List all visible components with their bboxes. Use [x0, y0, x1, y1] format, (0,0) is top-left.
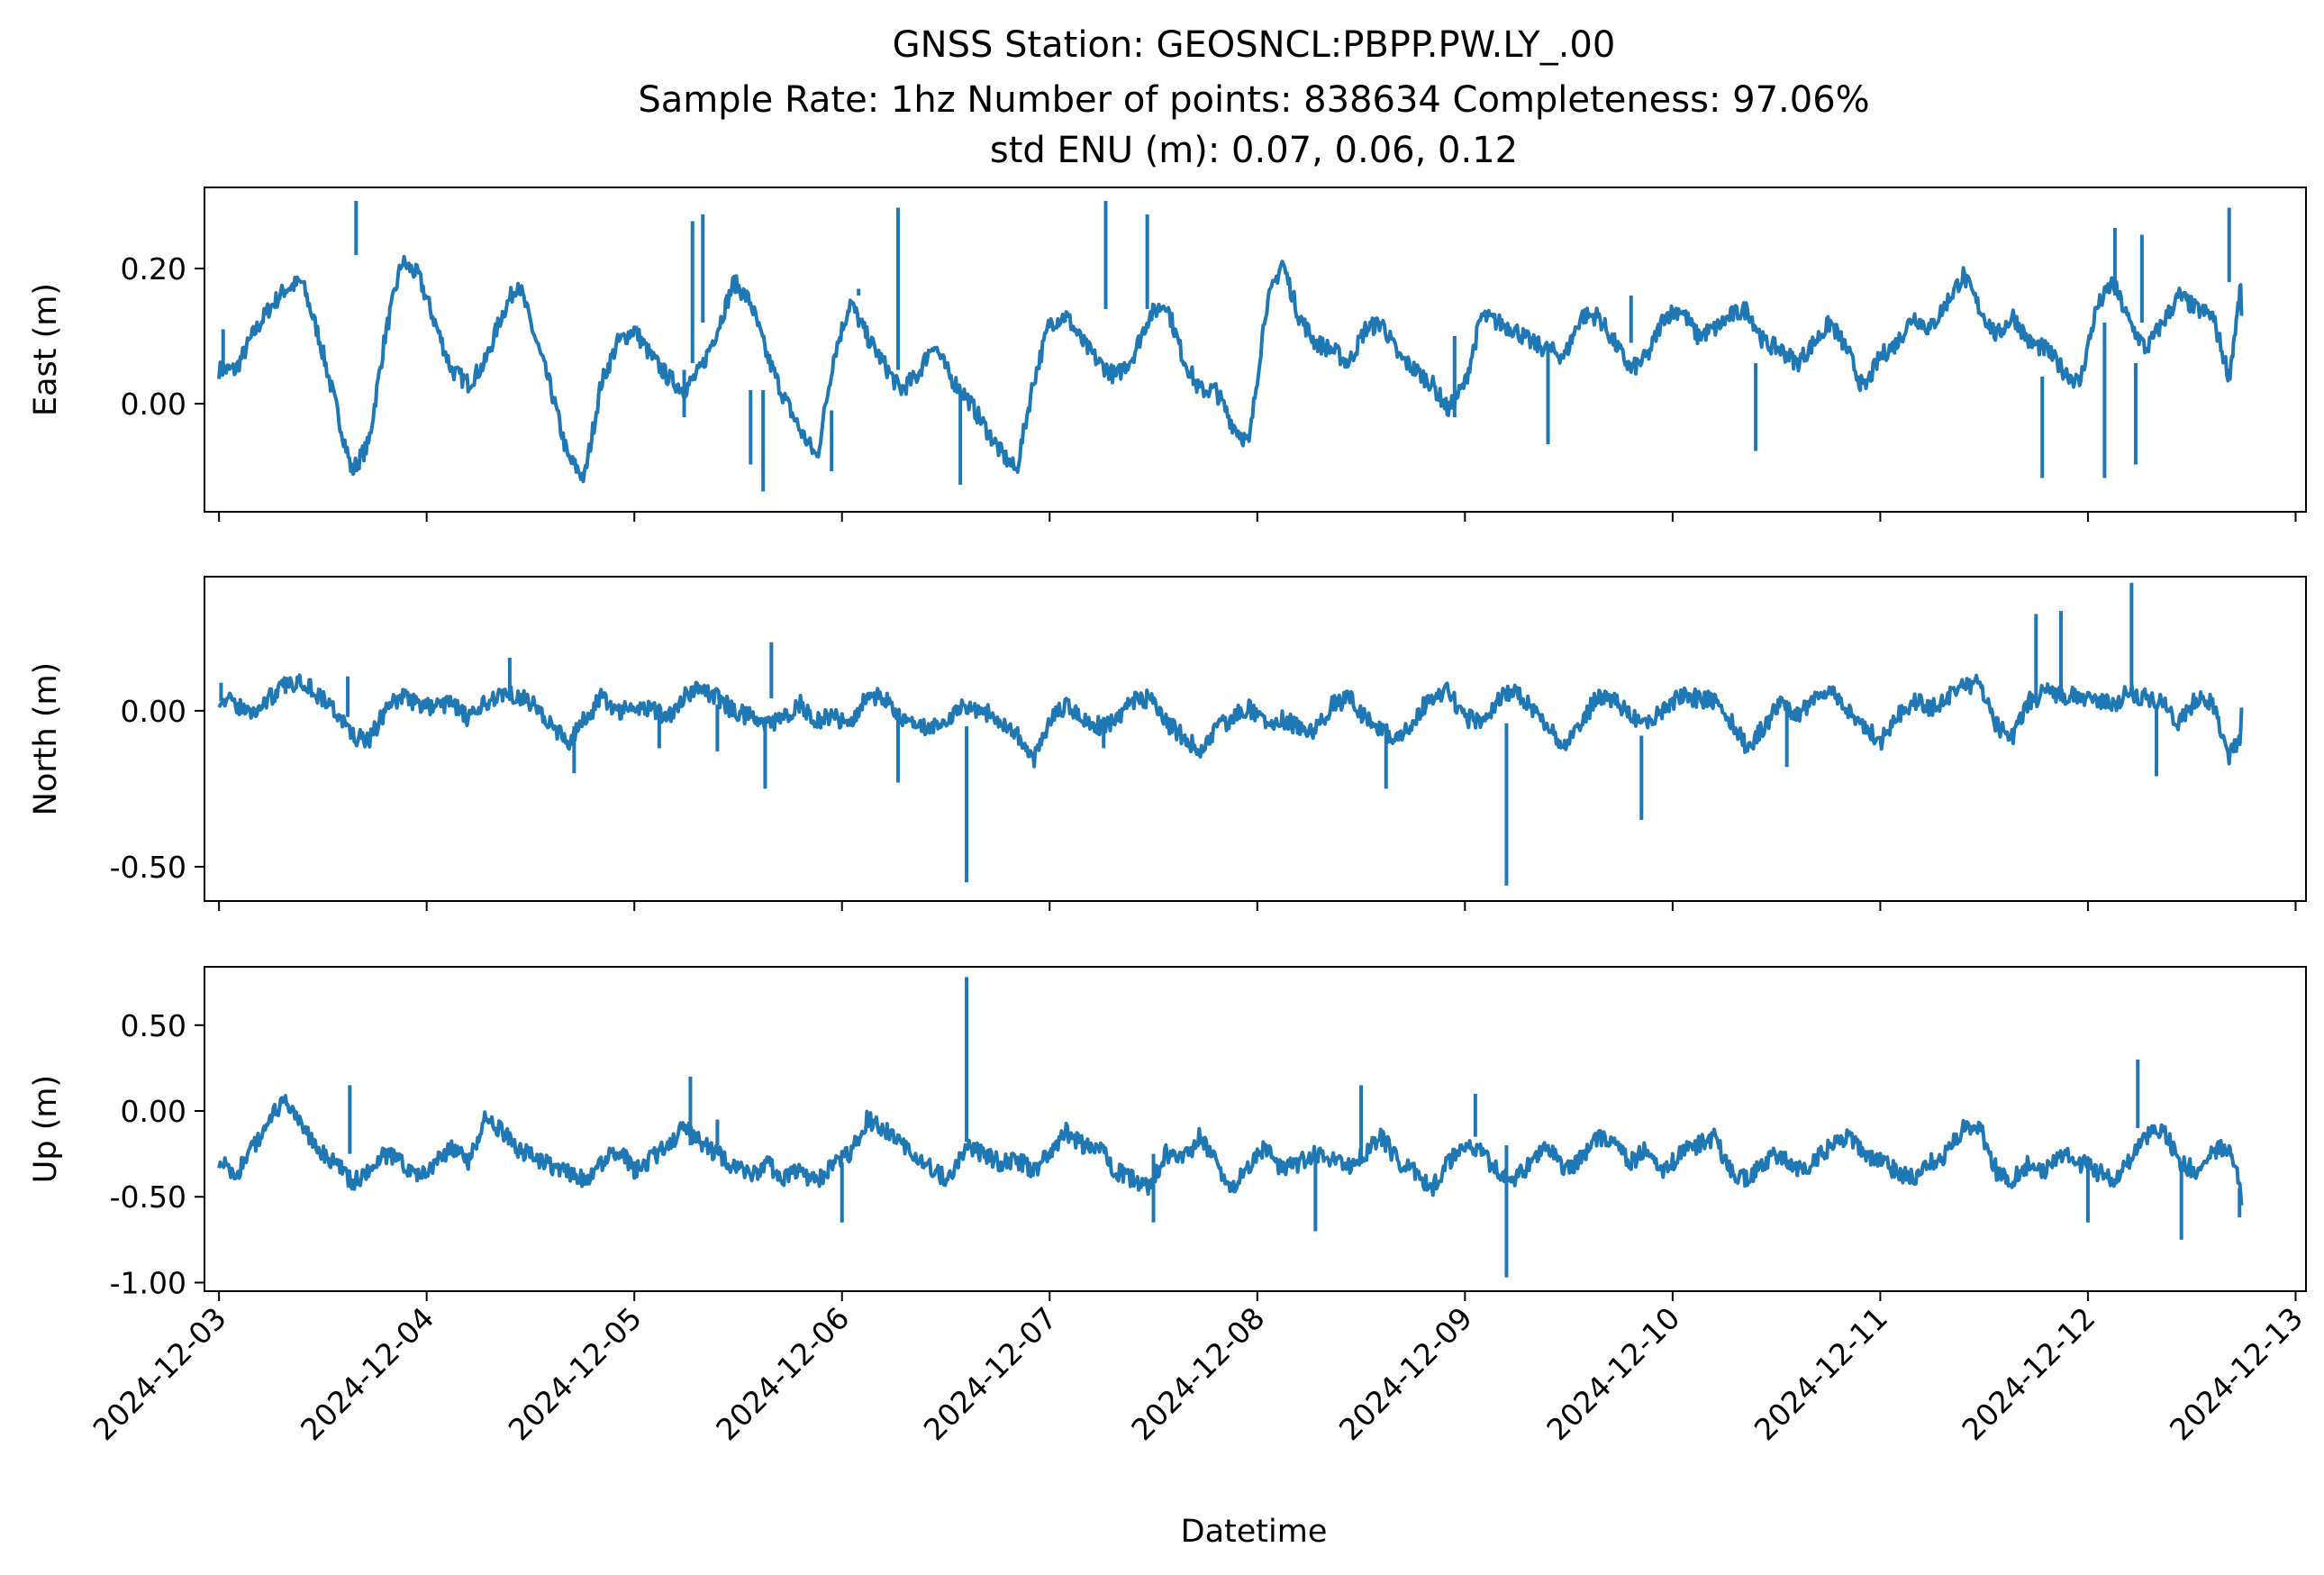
panel-east: 0.20 0.00 East (m): [28, 187, 2307, 522]
series-line-east: [217, 254, 2244, 484]
x-tick-label: 2024-12-05: [502, 1300, 649, 1447]
x-tick-labels: 2024-12-03 2024-12-04 2024-12-05 2024-12-06…: [86, 1300, 2310, 1447]
x-tick-label: 2024-12-10: [1539, 1300, 1686, 1447]
y-tick-label: 0.20: [121, 251, 186, 287]
x-tick-label: 2024-12-06: [709, 1300, 856, 1447]
title-line-2: Sample Rate: 1hz Number of points: 83863…: [638, 79, 1869, 121]
x-tick-label: 2024-12-13: [2163, 1300, 2310, 1447]
x-axis-label: Datetime: [1181, 1514, 1328, 1550]
y-axis-label: East (m): [28, 283, 64, 416]
series-line-north: [217, 673, 2244, 769]
x-tick-label: 2024-12-08: [1124, 1300, 1271, 1447]
x-tick-label: 2024-12-09: [1332, 1300, 1479, 1447]
y-tick-label: 0.00: [121, 387, 186, 422]
title-line-1: GNSS Station: GEOSNCL:PBPP.PW.LY_.00: [893, 24, 1616, 66]
panel-up: 0.50 0.00 -0.50 -1.00 Up (m): [28, 966, 2307, 1301]
panel-north: 0.00 -0.50 North (m): [28, 576, 2307, 911]
plot-area: [217, 201, 2244, 492]
x-tick-label: 2024-12-12: [1955, 1300, 2102, 1447]
x-tick-label: 2024-12-07: [917, 1300, 1064, 1447]
series-line-up: [217, 1094, 2244, 1206]
x-tick-label: 2024-12-04: [294, 1300, 440, 1447]
x-tick-label: 2024-12-03: [86, 1300, 233, 1447]
y-tick-label: -0.50: [110, 1179, 186, 1215]
axes-frame: [204, 576, 2307, 902]
axes-frame: [204, 966, 2307, 1292]
plot-area: [217, 977, 2244, 1278]
y-axis-label: Up (m): [28, 1075, 64, 1183]
y-tick-label: 0.50: [121, 1008, 186, 1043]
plot-area: [217, 582, 2244, 886]
axes-frame: [204, 187, 2307, 513]
y-axis-label: North (m): [28, 662, 64, 815]
y-tick-label: 0.00: [121, 1094, 186, 1129]
y-tick-label: -0.50: [110, 850, 186, 885]
y-tick-label: -1.00: [110, 1265, 186, 1300]
title-line-3: std ENU (m): 0.07, 0.06, 0.12: [990, 130, 1518, 171]
chart-title: GNSS Station: GEOSNCL:PBPP.PW.LY_.00 Sam…: [638, 24, 1869, 171]
y-tick-label: 0.00: [121, 694, 186, 729]
x-tick-label: 2024-12-11: [1748, 1300, 1894, 1447]
